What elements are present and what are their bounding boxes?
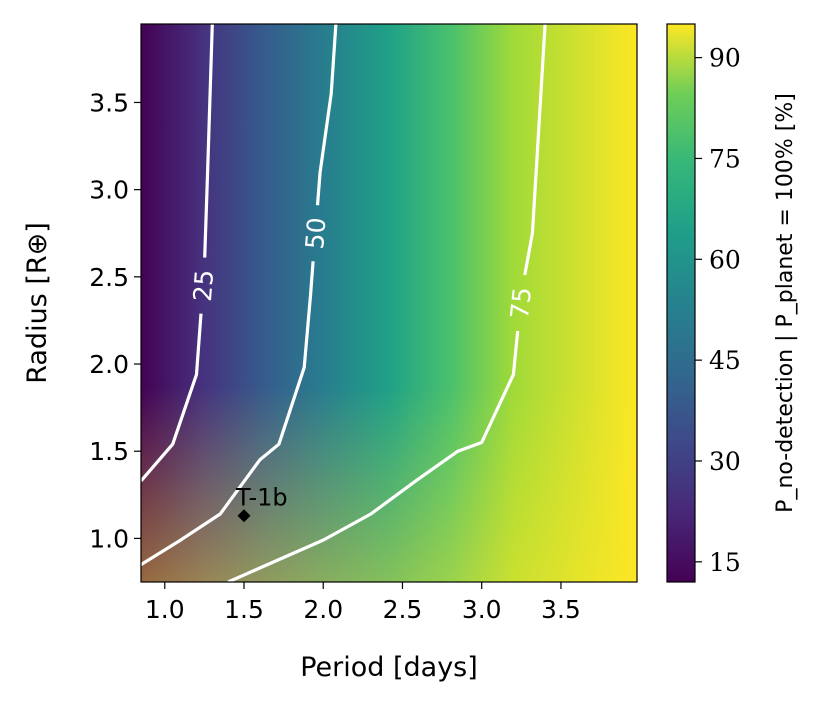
x-axis-ticks: 1.0 1.5 2.0 2.5 3.0 3.5 [145,582,581,624]
y-axis-ticks: 1.0 1.5 2.0 2.5 3.0 3.5 [89,88,141,553]
y-tick-label: 3.5 [89,88,129,117]
x-tick-label: 1.5 [224,595,264,624]
x-axis-label: Period [days] [300,652,478,683]
y-axis-label: Radius [R⊕] [22,222,53,384]
planet-marker [237,509,251,523]
y-tick-label: 1.0 [89,524,129,553]
colorbar-tick-label: 15 [709,548,741,577]
x-tick-label: 2.0 [303,595,343,624]
contour-label-75: 75 [505,286,537,320]
contour-lines [141,24,547,582]
y-tick-label: 2.5 [89,263,129,292]
annotations: T-1b [235,484,288,523]
contour-labels: 25 50 75 [188,216,537,320]
colorbar-label: P_no-detection | P_planet = 100% [%] [773,93,798,513]
y-tick-label: 3.0 [89,176,129,205]
contour-line-50 [141,261,315,566]
x-tick-label: 3.5 [541,595,581,624]
x-tick-label: 1.0 [145,595,185,624]
contour-label-25: 25 [188,269,219,303]
x-tick-label: 3.0 [462,595,502,624]
heatmap-shading [141,24,637,582]
contour-label-50: 50 [300,216,331,250]
plot-frame [140,23,638,583]
contour-line-75 [227,330,520,582]
colorbar-tick-label: 60 [709,245,741,274]
contour-line-25 [141,313,203,482]
contour-line-25 [203,24,214,258]
colorbar-tick-label: 75 [709,144,741,173]
colorbar-ticks: 15 30 45 60 75 90 [695,44,741,577]
y-tick-label: 2.0 [89,350,129,379]
y-tick-label: 1.5 [89,437,129,466]
contour-line-50 [315,24,338,206]
colorbar-tick-label: 90 [709,44,741,73]
x-tick-label: 2.5 [383,595,423,624]
colorbar [666,23,696,583]
colorbar-tick-label: 30 [709,447,741,476]
colorbar-tick-label: 45 [709,346,741,375]
planet-label: T-1b [235,484,288,512]
contour-line-75 [523,24,547,276]
